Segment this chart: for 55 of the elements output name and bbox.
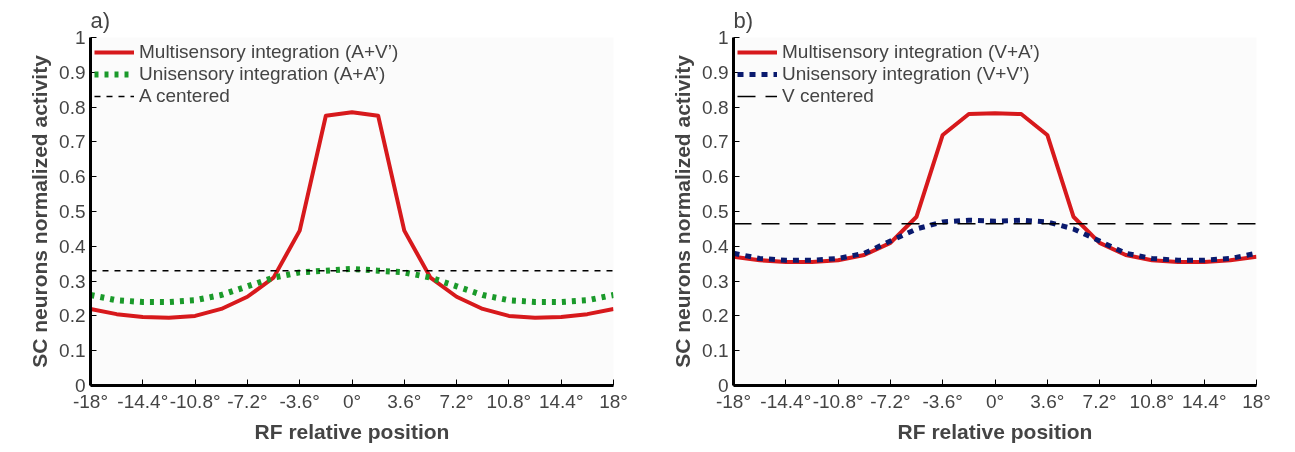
y-tick-label: 0.5 [702,201,729,222]
legend-label: V centered [782,85,874,107]
y-tick-label: 0.5 [59,201,86,222]
x-tick-label: 0° [985,390,1005,412]
legend-label: Unisensory integration (V+V’) [782,63,1030,85]
y-tick-label: 0.8 [702,96,729,118]
y-tick-label: 0.1 [59,340,86,362]
x-axis-title: RF relative position [254,419,450,443]
y-tick-label: 0.1 [702,340,729,362]
x-tick-label: -10.8° [812,390,864,412]
x-tick-label: -3.6° [922,390,963,412]
legend-label: Multisensory integration (A+V’) [139,41,399,63]
x-tick-label: 18° [1242,390,1271,412]
y-tick-label: 0.9 [702,61,729,83]
x-tick-label: 0° [342,390,362,412]
x-tick-label: -3.6° [279,390,320,412]
y-tick-label: 0 [74,375,86,396]
chart-title: b) [733,7,754,33]
x-tick-label: 14.4° [538,390,584,412]
x-tick-label: 10.8° [1129,390,1175,412]
y-tick-label: 0.3 [702,270,729,292]
x-tick-label: -7.2° [227,390,268,412]
y-tick-label: 1 [717,27,729,48]
legend-label: Unisensory integration (A+A’) [139,63,386,85]
legend-label: Multisensory integration (V+A’) [782,41,1040,63]
chart-title: a) [90,7,111,33]
y-tick-label: 0.6 [59,166,86,188]
y-tick-label: 0.7 [59,131,86,153]
legend-label: A centered [139,85,230,107]
y-axis-title: SC neurons normalized activity [671,54,695,368]
x-tick-label: 7.2° [1082,390,1117,412]
y-tick-label: 1 [74,27,86,48]
x-tick-label: 10.8° [486,390,532,412]
x-tick-label: 7.2° [439,390,474,412]
x-tick-label: 18° [599,390,628,412]
y-tick-label: 0.2 [59,305,86,327]
x-tick-label: 14.4° [1181,390,1227,412]
x-tick-label: -14.4° [117,390,169,412]
x-tick-label: 3.6° [387,390,422,412]
x-tick-label: -7.2° [870,390,911,412]
y-axis-title: SC neurons normalized activity [28,54,52,368]
y-tick-label: 0.9 [59,61,86,83]
y-tick-label: 0.4 [59,235,86,257]
line-series [90,110,614,320]
x-tick-label: -10.8° [169,390,221,412]
x-axis-title: RF relative position [897,419,1093,443]
y-tick-label: 0.7 [702,131,729,153]
y-tick-label: 0.3 [59,270,86,292]
y-tick-label: 0 [717,375,729,396]
x-tick-label: 3.6° [1030,390,1065,412]
y-tick-label: 0.2 [702,305,729,327]
y-tick-label: 0.6 [702,166,729,188]
x-tick-label: -14.4° [760,390,812,412]
y-tick-label: 0.4 [702,235,729,257]
y-tick-label: 0.8 [59,96,86,118]
